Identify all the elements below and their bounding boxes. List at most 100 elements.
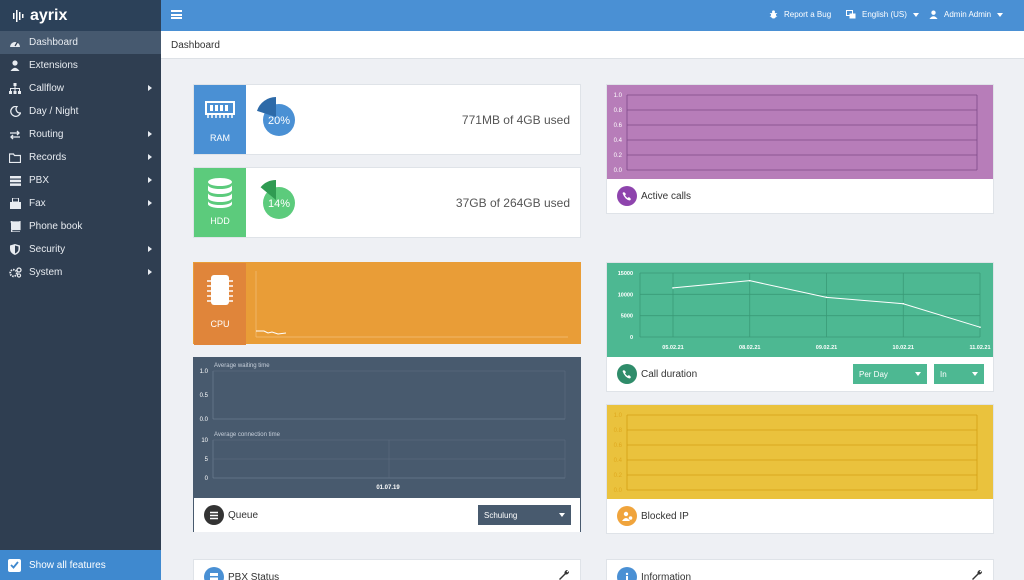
breadcrumb-current: Dashboard — [171, 40, 220, 51]
menu-toggle-icon[interactable] — [171, 10, 182, 19]
cpu-chip-icon — [207, 275, 233, 305]
shield-icon — [8, 244, 22, 256]
sidebar-item-routing[interactable]: Routing — [0, 123, 161, 146]
x-tick-label: 05.02.21 — [662, 345, 683, 351]
hdd-percent: 14% — [268, 198, 290, 210]
period-select[interactable]: Per Day — [853, 364, 927, 384]
hdd-gauge-wedge — [260, 180, 276, 200]
language-dropdown[interactable]: English (US) — [846, 10, 919, 19]
information-card: Information — [606, 559, 994, 580]
y-tick-label: 15000 — [618, 271, 633, 277]
cpu-tile: CPU — [194, 263, 246, 345]
sidebar-item-fax[interactable]: Fax — [0, 192, 161, 215]
y-tick-label: 0.2 — [614, 153, 623, 159]
cogs-icon — [8, 267, 22, 279]
dashboard-icon — [8, 37, 22, 49]
list-icon — [204, 505, 224, 525]
active-calls-title: Active calls — [641, 190, 692, 202]
sidebar-item-records[interactable]: Records — [0, 146, 161, 169]
sitemap-icon — [8, 83, 22, 95]
show-all-features-toggle[interactable]: Show all features — [0, 550, 161, 580]
y-tick-label: 0 — [630, 335, 633, 341]
chevron-right-icon — [148, 131, 152, 137]
hdd-gauge: 14% — [260, 180, 295, 219]
y-tick-label: 0.6 — [614, 123, 623, 129]
sidebar-item-callflow[interactable]: Callflow — [0, 77, 161, 100]
sidebar: ayrix Dashboard Extensions Callflow Day / N… — [0, 0, 161, 580]
blocked-ip-card: 1.0 0.8 0.6 0.4 0.2 0.0 Blocked IP — [606, 404, 994, 534]
user-name: Admin Admin — [944, 10, 992, 19]
sidebar-item-label: Fax — [29, 198, 46, 209]
period-select-value: Per Day — [859, 370, 888, 379]
y-tick-label: 1.0 — [614, 93, 623, 99]
server-icon — [204, 567, 224, 580]
sidebar-item-extensions[interactable]: Extensions — [0, 54, 161, 77]
user-block-icon — [617, 506, 637, 526]
bug-icon — [769, 10, 778, 19]
x-tick-label: 11.02.21 — [969, 345, 990, 351]
sidebar-item-day-night[interactable]: Day / Night — [0, 100, 161, 123]
call-duration-title: Call duration — [641, 368, 698, 380]
sidebar-item-security[interactable]: Security — [0, 238, 161, 261]
x-tick-label: 08.02.21 — [739, 345, 760, 351]
chevron-right-icon — [148, 85, 152, 91]
y-tick-label: 0.0 — [200, 417, 209, 423]
sidebar-item-label: Records — [29, 152, 67, 163]
ram-percent: 20% — [268, 115, 290, 127]
chevron-down-icon — [915, 372, 921, 376]
ram-gauge: 20% — [256, 97, 295, 136]
call-duration-point — [825, 296, 828, 299]
sidebar-item-pbx[interactable]: PBX — [0, 169, 161, 192]
sidebar-item-system[interactable]: System — [0, 261, 161, 284]
wrench-icon[interactable] — [558, 569, 570, 580]
sidebar-item-dashboard[interactable]: Dashboard — [0, 31, 161, 54]
blocked-ip-chart-area: 1.0 0.8 0.6 0.4 0.2 0.0 — [607, 405, 993, 499]
brand-name: ayrix — [30, 6, 68, 24]
user-icon — [8, 60, 22, 72]
chevron-right-icon — [148, 269, 152, 275]
book-icon — [8, 221, 22, 233]
y-tick-label: 0.2 — [614, 473, 623, 479]
sidebar-item-phone-book[interactable]: Phone book — [0, 215, 161, 238]
sidebar-item-label: Callflow — [29, 83, 65, 94]
y-tick-label: 1.0 — [200, 369, 209, 375]
x-tick-label: 10.02.21 — [893, 345, 914, 351]
user-menu[interactable]: Admin Admin — [929, 10, 1004, 19]
cpu-card: CPU — [193, 262, 581, 345]
hdd-tile: HDD — [194, 168, 246, 237]
direction-select[interactable]: In — [934, 364, 984, 384]
database-icon — [208, 178, 232, 208]
wrench-icon[interactable] — [971, 569, 983, 580]
pbx-status-title: PBX Status — [228, 571, 280, 580]
queue-select-value: Schulung — [484, 511, 518, 520]
cpu-label: CPU — [210, 319, 230, 329]
cpu-chart — [255, 271, 568, 338]
chevron-right-icon — [148, 246, 152, 252]
ram-label: RAM — [210, 133, 230, 143]
chevron-down-icon — [559, 513, 565, 517]
logo[interactable]: ayrix — [0, 0, 161, 31]
sidebar-item-label: Day / Night — [29, 106, 79, 117]
active-calls-chart: 1.0 0.8 0.6 0.4 0.2 0.0 — [614, 93, 978, 174]
blocked-ip-footer: Blocked IP — [607, 499, 993, 533]
logo-bars-icon — [13, 9, 24, 22]
active-calls-footer: Active calls — [607, 179, 993, 213]
report-bug-link[interactable]: Report a Bug — [769, 10, 831, 19]
active-calls-card: 1.0 0.8 0.6 0.4 0.2 0.0 Active calls — [606, 84, 994, 214]
queue-select[interactable]: Schulung — [478, 505, 571, 525]
blocked-ip-chart: 1.0 0.8 0.6 0.4 0.2 0.0 — [614, 413, 978, 494]
chevron-down-icon — [997, 12, 1004, 17]
folder-icon — [8, 152, 22, 164]
ram-tile: RAM — [194, 85, 246, 154]
information-header: Information — [607, 560, 993, 580]
info-icon — [617, 567, 637, 580]
y-tick-label: 0 — [205, 476, 209, 482]
information-title: Information — [641, 571, 692, 580]
phone-icon — [617, 364, 637, 384]
topbar: Report a Bug English (US) Admin Admin — [161, 0, 1024, 31]
checkbox-checked-icon[interactable] — [8, 558, 21, 572]
hdd-used-text: 37GB of 264GB used — [455, 196, 570, 210]
language-icon — [846, 10, 856, 19]
sidebar-item-label: Security — [29, 244, 66, 255]
waiting-chart-title: Average waiting time — [214, 363, 270, 369]
